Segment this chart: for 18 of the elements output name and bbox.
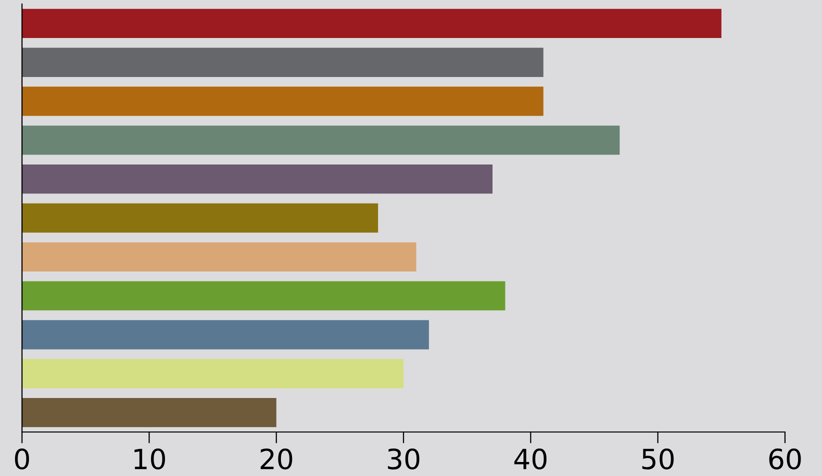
bar [22,86,544,116]
bar [22,164,493,194]
bar [22,281,506,310]
bar [22,48,544,77]
x-tick-label: 30 [388,448,420,470]
x-tick-label: 60 [769,448,801,470]
x-tick-label: 50 [642,448,674,470]
bar [22,8,722,38]
bar [22,242,416,272]
bar [22,320,429,350]
bar [22,126,620,155]
bar [22,359,404,388]
x-tick-label: 20 [260,448,292,470]
x-tick-label: 0 [14,448,29,470]
bar [22,398,276,428]
x-tick-label: 40 [514,448,546,470]
x-tick-label: 10 [134,448,165,470]
bar [22,203,378,233]
